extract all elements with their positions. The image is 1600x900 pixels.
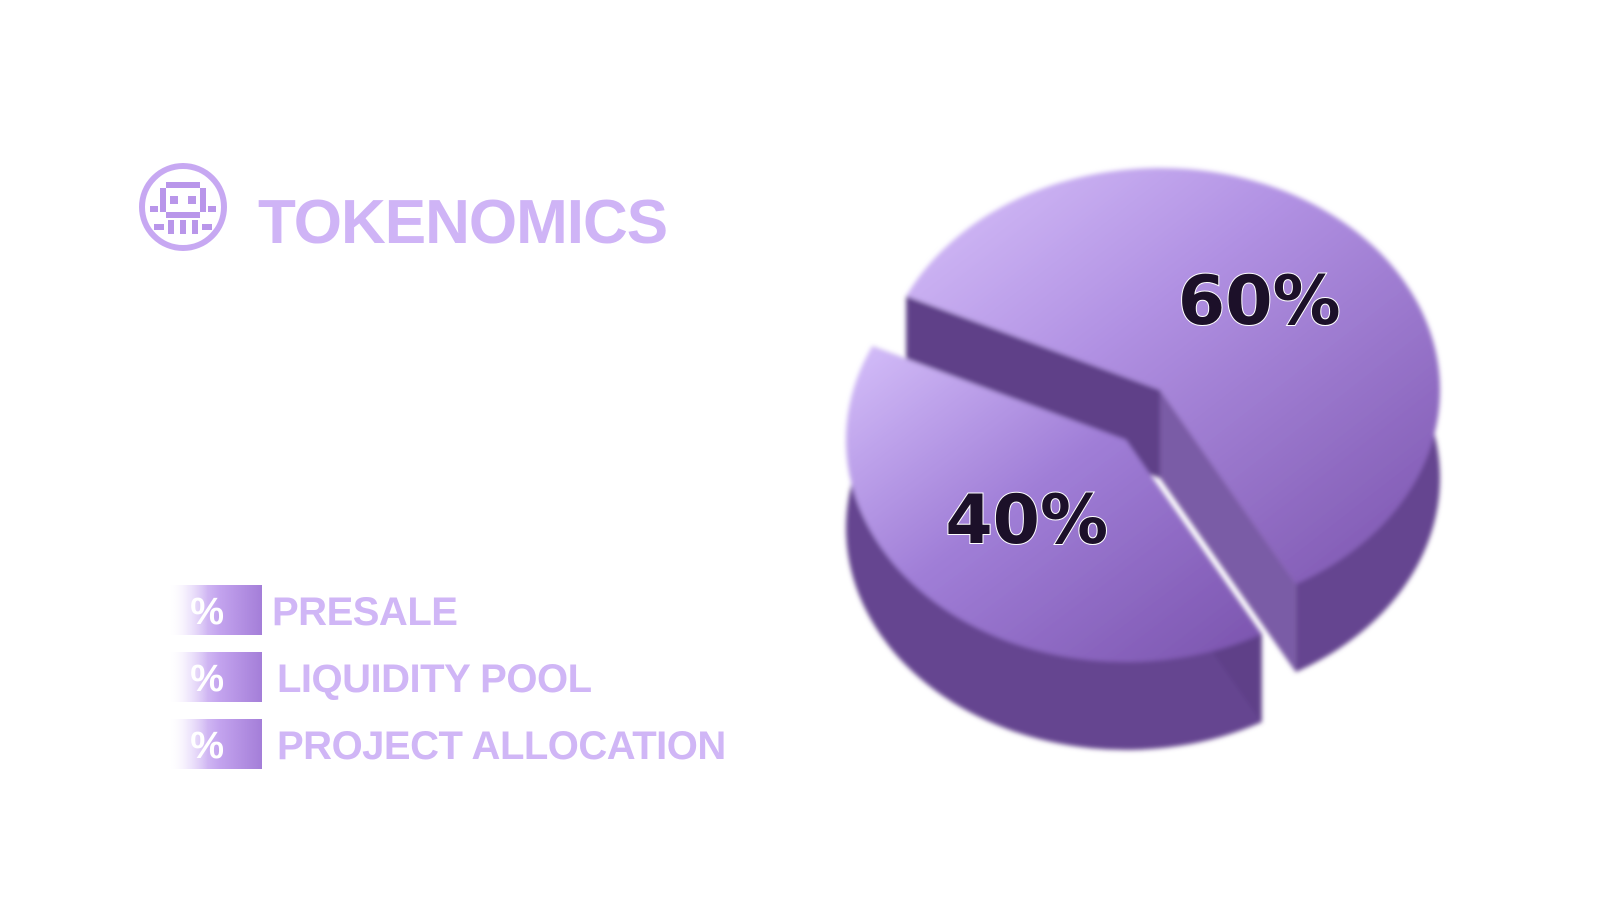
pie-slices [845, 168, 1440, 751]
legend-badge: % [168, 719, 262, 769]
legend-label: LIQUIDITY POOL [277, 657, 592, 701]
legend-badge: % [168, 585, 262, 635]
pie-slice-labels: 60% 40% [944, 261, 1341, 561]
legend-label: PRESALE [272, 590, 458, 634]
pie-slice-cut-face-0 [1160, 390, 1296, 673]
legend-badge-text: % [190, 591, 224, 633]
legend-badge: % [168, 652, 262, 702]
legend-badge-text: % [190, 725, 224, 767]
pie-slice-label: 40% [945, 481, 1108, 560]
legend-badge-text: % [190, 658, 224, 700]
pie-slice-60 [906, 168, 1440, 585]
legend-label: PROJECT ALLOCATION [277, 724, 726, 768]
pixel-skull-icon [139, 163, 227, 251]
page-title: TOKENOMICS [258, 188, 668, 257]
chart-legend: % PRESALE % LIQUIDITY POOL % PROJECT ALL… [168, 585, 726, 769]
pie-chart: 60% 40% [845, 168, 1440, 751]
pie-slice-label: 60% [1178, 262, 1341, 341]
pie-slice-40 [845, 346, 1262, 662]
